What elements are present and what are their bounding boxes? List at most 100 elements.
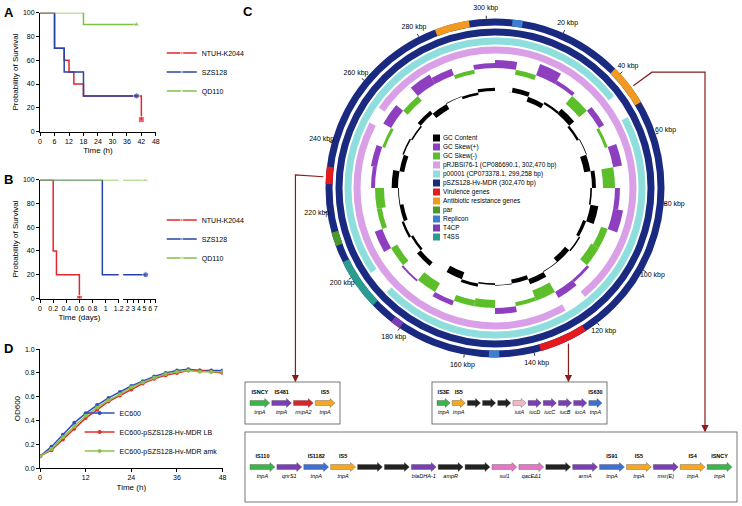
svg-text:iucA: iucA <box>575 409 586 415</box>
svg-text:80: 80 <box>27 200 35 207</box>
svg-text:tnpA: tnpA <box>633 473 645 479</box>
svg-text:100: 100 <box>23 9 35 16</box>
svg-text:iutA: iutA <box>515 409 525 415</box>
svg-text:24: 24 <box>94 138 102 145</box>
svg-text:0.0: 0.0 <box>25 465 35 472</box>
svg-text:tnpA: tnpA <box>438 409 450 415</box>
svg-text:48: 48 <box>219 474 227 481</box>
svg-text:260 kbp: 260 kbp <box>344 69 369 77</box>
svg-text:12: 12 <box>65 138 73 145</box>
svg-text:armA: armA <box>579 473 592 479</box>
svg-text:80 kbp: 80 kbp <box>664 200 685 208</box>
svg-text:C: C <box>243 4 253 19</box>
svg-text:0.6: 0.6 <box>25 393 35 400</box>
svg-text:iucD: iucD <box>529 409 540 415</box>
svg-text:IS91: IS91 <box>606 453 617 459</box>
svg-text:1.0: 1.0 <box>25 346 35 353</box>
svg-text:18: 18 <box>80 138 88 145</box>
svg-text:200 kbp: 200 kbp <box>330 279 355 287</box>
svg-text:tnpA: tnpA <box>257 473 269 479</box>
svg-text:EC600-pSZS128-Hv-MDR LB: EC600-pSZS128-Hv-MDR LB <box>120 429 213 437</box>
svg-text:tnpA: tnpA <box>276 409 288 415</box>
svg-text:iucC: iucC <box>544 409 555 415</box>
svg-text:60 kbp: 60 kbp <box>655 126 676 134</box>
svg-text:IS110: IS110 <box>255 453 269 459</box>
svg-text:par: par <box>443 206 453 214</box>
svg-text:40: 40 <box>27 247 35 254</box>
svg-text:T4CP: T4CP <box>443 224 460 231</box>
svg-text:EC600-pSZS128-Hv-MDR amk: EC600-pSZS128-Hv-MDR amk <box>120 448 218 456</box>
svg-text:Replicon: Replicon <box>443 215 469 223</box>
svg-text:6: 6 <box>53 138 57 145</box>
svg-text:0: 0 <box>38 305 42 312</box>
svg-text:0: 0 <box>38 138 42 145</box>
svg-text:qacEΔ1: qacEΔ1 <box>522 473 541 479</box>
svg-text:A: A <box>4 5 14 20</box>
svg-text:tnpA: tnpA <box>590 409 602 415</box>
svg-text:3: 3 <box>131 305 135 312</box>
svg-text:36: 36 <box>173 474 181 481</box>
svg-text:220 kbp: 220 kbp <box>304 209 329 217</box>
svg-text:300 kbp: 300 kbp <box>473 4 498 12</box>
svg-text:1: 1 <box>104 305 108 312</box>
svg-text:tnpA: tnpA <box>311 473 323 479</box>
svg-text:IS5: IS5 <box>321 389 329 395</box>
svg-text:IS4: IS4 <box>689 453 698 459</box>
svg-text:Time (days): Time (days) <box>58 313 100 322</box>
svg-text:iucB: iucB <box>560 409 571 415</box>
svg-text:tnpA: tnpA <box>687 473 699 479</box>
svg-text:QD110: QD110 <box>202 88 224 96</box>
svg-text:20: 20 <box>27 104 35 111</box>
svg-text:120 kbp: 120 kbp <box>591 327 616 335</box>
svg-text:0.4: 0.4 <box>61 305 71 312</box>
svg-text:tnpA: tnpA <box>714 473 726 479</box>
svg-text:140 kbp: 140 kbp <box>524 359 549 367</box>
svg-text:Probability of Survival: Probability of Survival <box>11 33 20 110</box>
svg-text:48: 48 <box>152 138 160 145</box>
svg-text:0.4: 0.4 <box>25 417 35 424</box>
svg-text:NTUH-K2044: NTUH-K2044 <box>202 50 244 57</box>
svg-text:20 kbp: 20 kbp <box>557 19 578 27</box>
svg-text:SZS128: SZS128 <box>202 69 227 76</box>
svg-text:0.8: 0.8 <box>88 305 98 312</box>
svg-text:0: 0 <box>31 128 35 135</box>
svg-text:pSZS128-Hv-MDR (302,470 bp): pSZS128-Hv-MDR (302,470 bp) <box>443 179 536 187</box>
svg-text:60: 60 <box>27 57 35 64</box>
svg-text:280 kbp: 280 kbp <box>402 23 427 31</box>
svg-text:GC Skew(-): GC Skew(-) <box>443 152 477 160</box>
svg-text:0.2: 0.2 <box>25 441 35 448</box>
svg-text:IS5: IS5 <box>455 389 463 395</box>
svg-text:tnpA: tnpA <box>606 473 618 479</box>
svg-text:160 kbp: 160 kbp <box>450 361 475 369</box>
svg-text:IS1182: IS1182 <box>308 453 325 459</box>
svg-text:0: 0 <box>31 295 35 302</box>
svg-text:EC600: EC600 <box>120 410 142 417</box>
svg-text:4: 4 <box>137 305 141 312</box>
svg-text:0.2: 0.2 <box>48 305 58 312</box>
svg-text:pRJBSI76-1 (CP086690.1, 302,47: pRJBSI76-1 (CP086690.1, 302,470 bp) <box>443 161 556 169</box>
svg-text:msr(E): msr(E) <box>658 473 675 479</box>
svg-text:12: 12 <box>82 474 90 481</box>
svg-text:IS5: IS5 <box>635 453 643 459</box>
svg-text:24: 24 <box>127 474 135 481</box>
svg-text:20: 20 <box>27 271 35 278</box>
svg-text:D: D <box>4 341 13 356</box>
svg-text:2: 2 <box>126 305 130 312</box>
svg-text:tnpA: tnpA <box>453 409 465 415</box>
svg-text:rmpA2: rmpA2 <box>295 409 311 415</box>
svg-text:Probability of Survival: Probability of Survival <box>11 200 20 277</box>
svg-text:Time (h): Time (h) <box>83 146 113 155</box>
svg-text:OD600: OD600 <box>13 395 22 421</box>
svg-text:240 kbp: 240 kbp <box>309 135 334 143</box>
svg-text:tnpA: tnpA <box>337 473 349 479</box>
svg-text:40 kbp: 40 kbp <box>617 62 638 70</box>
svg-text:60: 60 <box>27 224 35 231</box>
svg-text:0.8: 0.8 <box>25 369 35 376</box>
svg-text:NTUH-K2044: NTUH-K2044 <box>202 217 244 224</box>
svg-text:ampR: ampR <box>443 473 458 479</box>
svg-text:IS5: IS5 <box>339 453 347 459</box>
svg-text:80: 80 <box>27 33 35 40</box>
svg-text:1.2: 1.2 <box>114 305 124 312</box>
svg-text:IS481: IS481 <box>274 389 288 395</box>
svg-text:40: 40 <box>27 80 35 87</box>
